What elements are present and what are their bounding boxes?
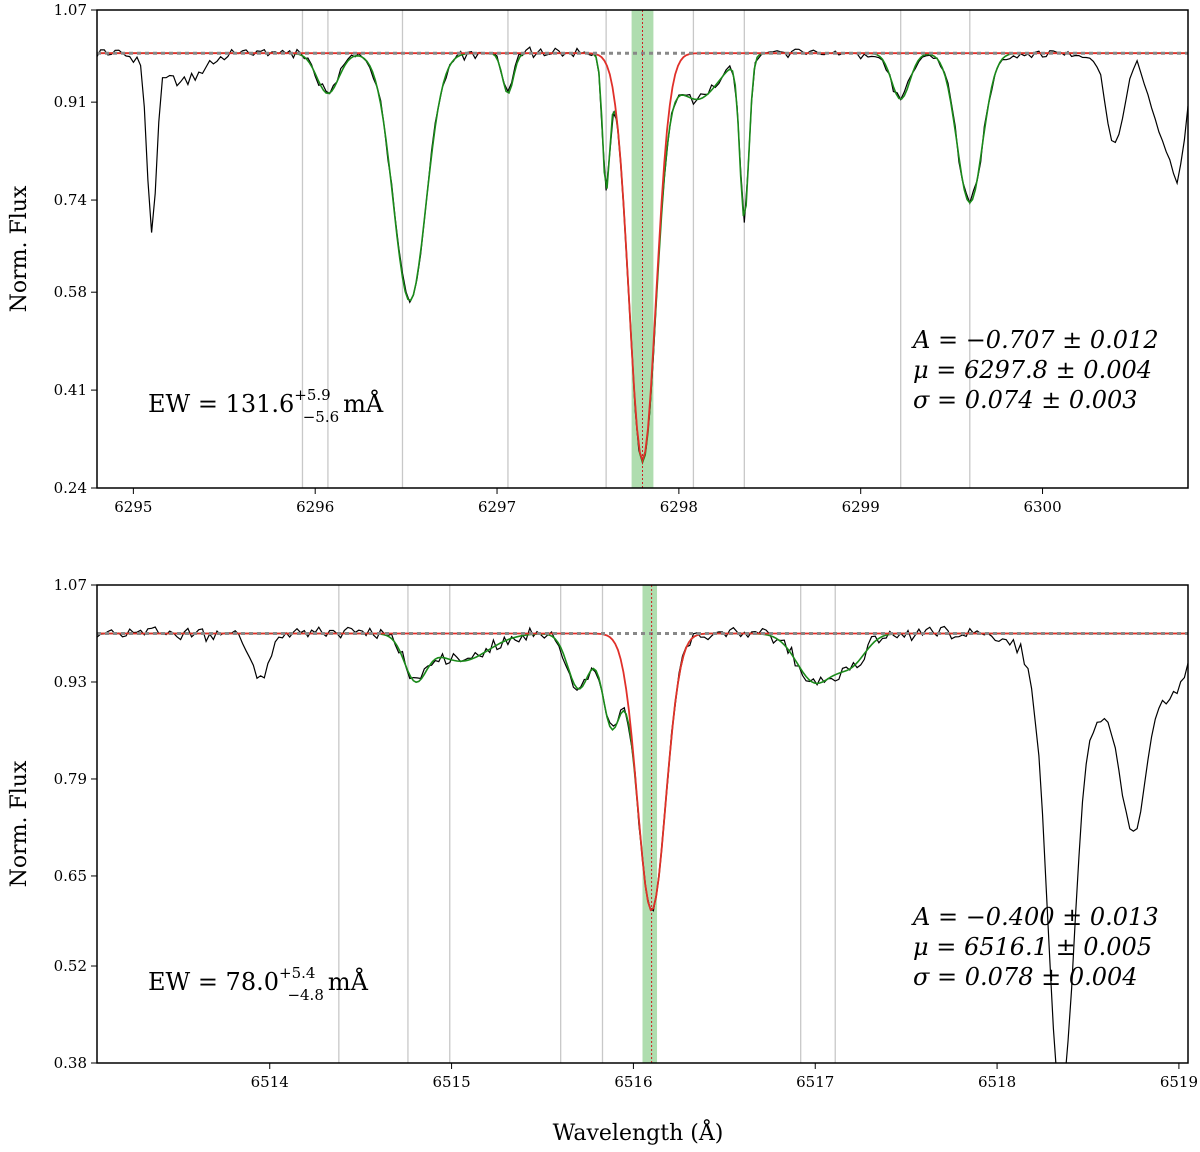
- plot-area: [97, 585, 1188, 1063]
- ew-annotation: EW = 131.6+5.9 −5.6 mÅ: [148, 386, 384, 426]
- fit-parameter: μ = 6516.1 ± 0.005: [913, 933, 1152, 961]
- integration-band: [642, 585, 658, 1063]
- panel-bottom: 6514 6515 6516 6517 6518 6519 0.38 0.52 0.65 0.79…: [7, 576, 1198, 1091]
- x-tick-label: 6514: [251, 1073, 289, 1091]
- panel-top: 6295 6296 6297 6298 6299 6300 0.24 0.41 0.58 0.74…: [7, 1, 1189, 516]
- x-tick-label: 6515: [432, 1073, 470, 1091]
- x-tick-label: 6517: [796, 1073, 834, 1091]
- integration-band: [631, 10, 654, 488]
- x-tick-label: 6519: [1160, 1073, 1198, 1091]
- gaussian-fit: [97, 632, 1188, 912]
- fit-parameter: A = −0.400 ± 0.013: [911, 903, 1159, 931]
- y-tick-label: 0.24: [54, 479, 87, 497]
- y-tick-label: 0.91: [54, 93, 87, 111]
- fit-parameter: σ = 0.074 ± 0.003: [913, 386, 1138, 414]
- y-tick-label: 0.79: [54, 770, 87, 788]
- ew-annotation: EW = 78.0+5.4 −4.8 mÅ: [148, 964, 369, 1004]
- x-tick-label: 6299: [842, 498, 880, 516]
- y-axis-label: Norm. Flux: [7, 185, 32, 312]
- y-tick-label: 0.38: [54, 1054, 87, 1072]
- x-tick-label: 6298: [660, 498, 698, 516]
- y-tick-label: 0.93: [54, 673, 87, 691]
- y-tick-label: 0.52: [54, 957, 87, 975]
- fit-parameter: A = −0.707 ± 0.012: [911, 326, 1159, 354]
- y-tick-label: 1.07: [54, 576, 87, 594]
- x-tick-label: 6297: [478, 498, 516, 516]
- x-axis-label: Wavelength (Å): [553, 1118, 724, 1146]
- y-tick-label: 0.58: [54, 283, 87, 301]
- axes-frame: [96, 584, 1189, 1064]
- y-tick-label: 0.65: [54, 867, 87, 885]
- x-tick-label: 6296: [296, 498, 334, 516]
- plot-area: [97, 10, 1188, 488]
- axes-frame: [96, 9, 1189, 489]
- y-tick-label: 1.07: [54, 1, 87, 19]
- fit-parameter: μ = 6297.8 ± 0.004: [913, 356, 1152, 384]
- y-tick-label: 0.74: [54, 191, 87, 209]
- y-tick-label: 0.41: [54, 381, 87, 399]
- gaussian-fit: [97, 52, 1188, 464]
- x-tick-label: 6518: [978, 1073, 1016, 1091]
- fit-parameter: σ = 0.078 ± 0.004: [913, 963, 1138, 991]
- y-axis-label: Norm. Flux: [7, 760, 32, 887]
- x-tick-label: 6516: [614, 1073, 652, 1091]
- x-tick-label: 6300: [1023, 498, 1061, 516]
- x-tick-label: 6295: [114, 498, 152, 516]
